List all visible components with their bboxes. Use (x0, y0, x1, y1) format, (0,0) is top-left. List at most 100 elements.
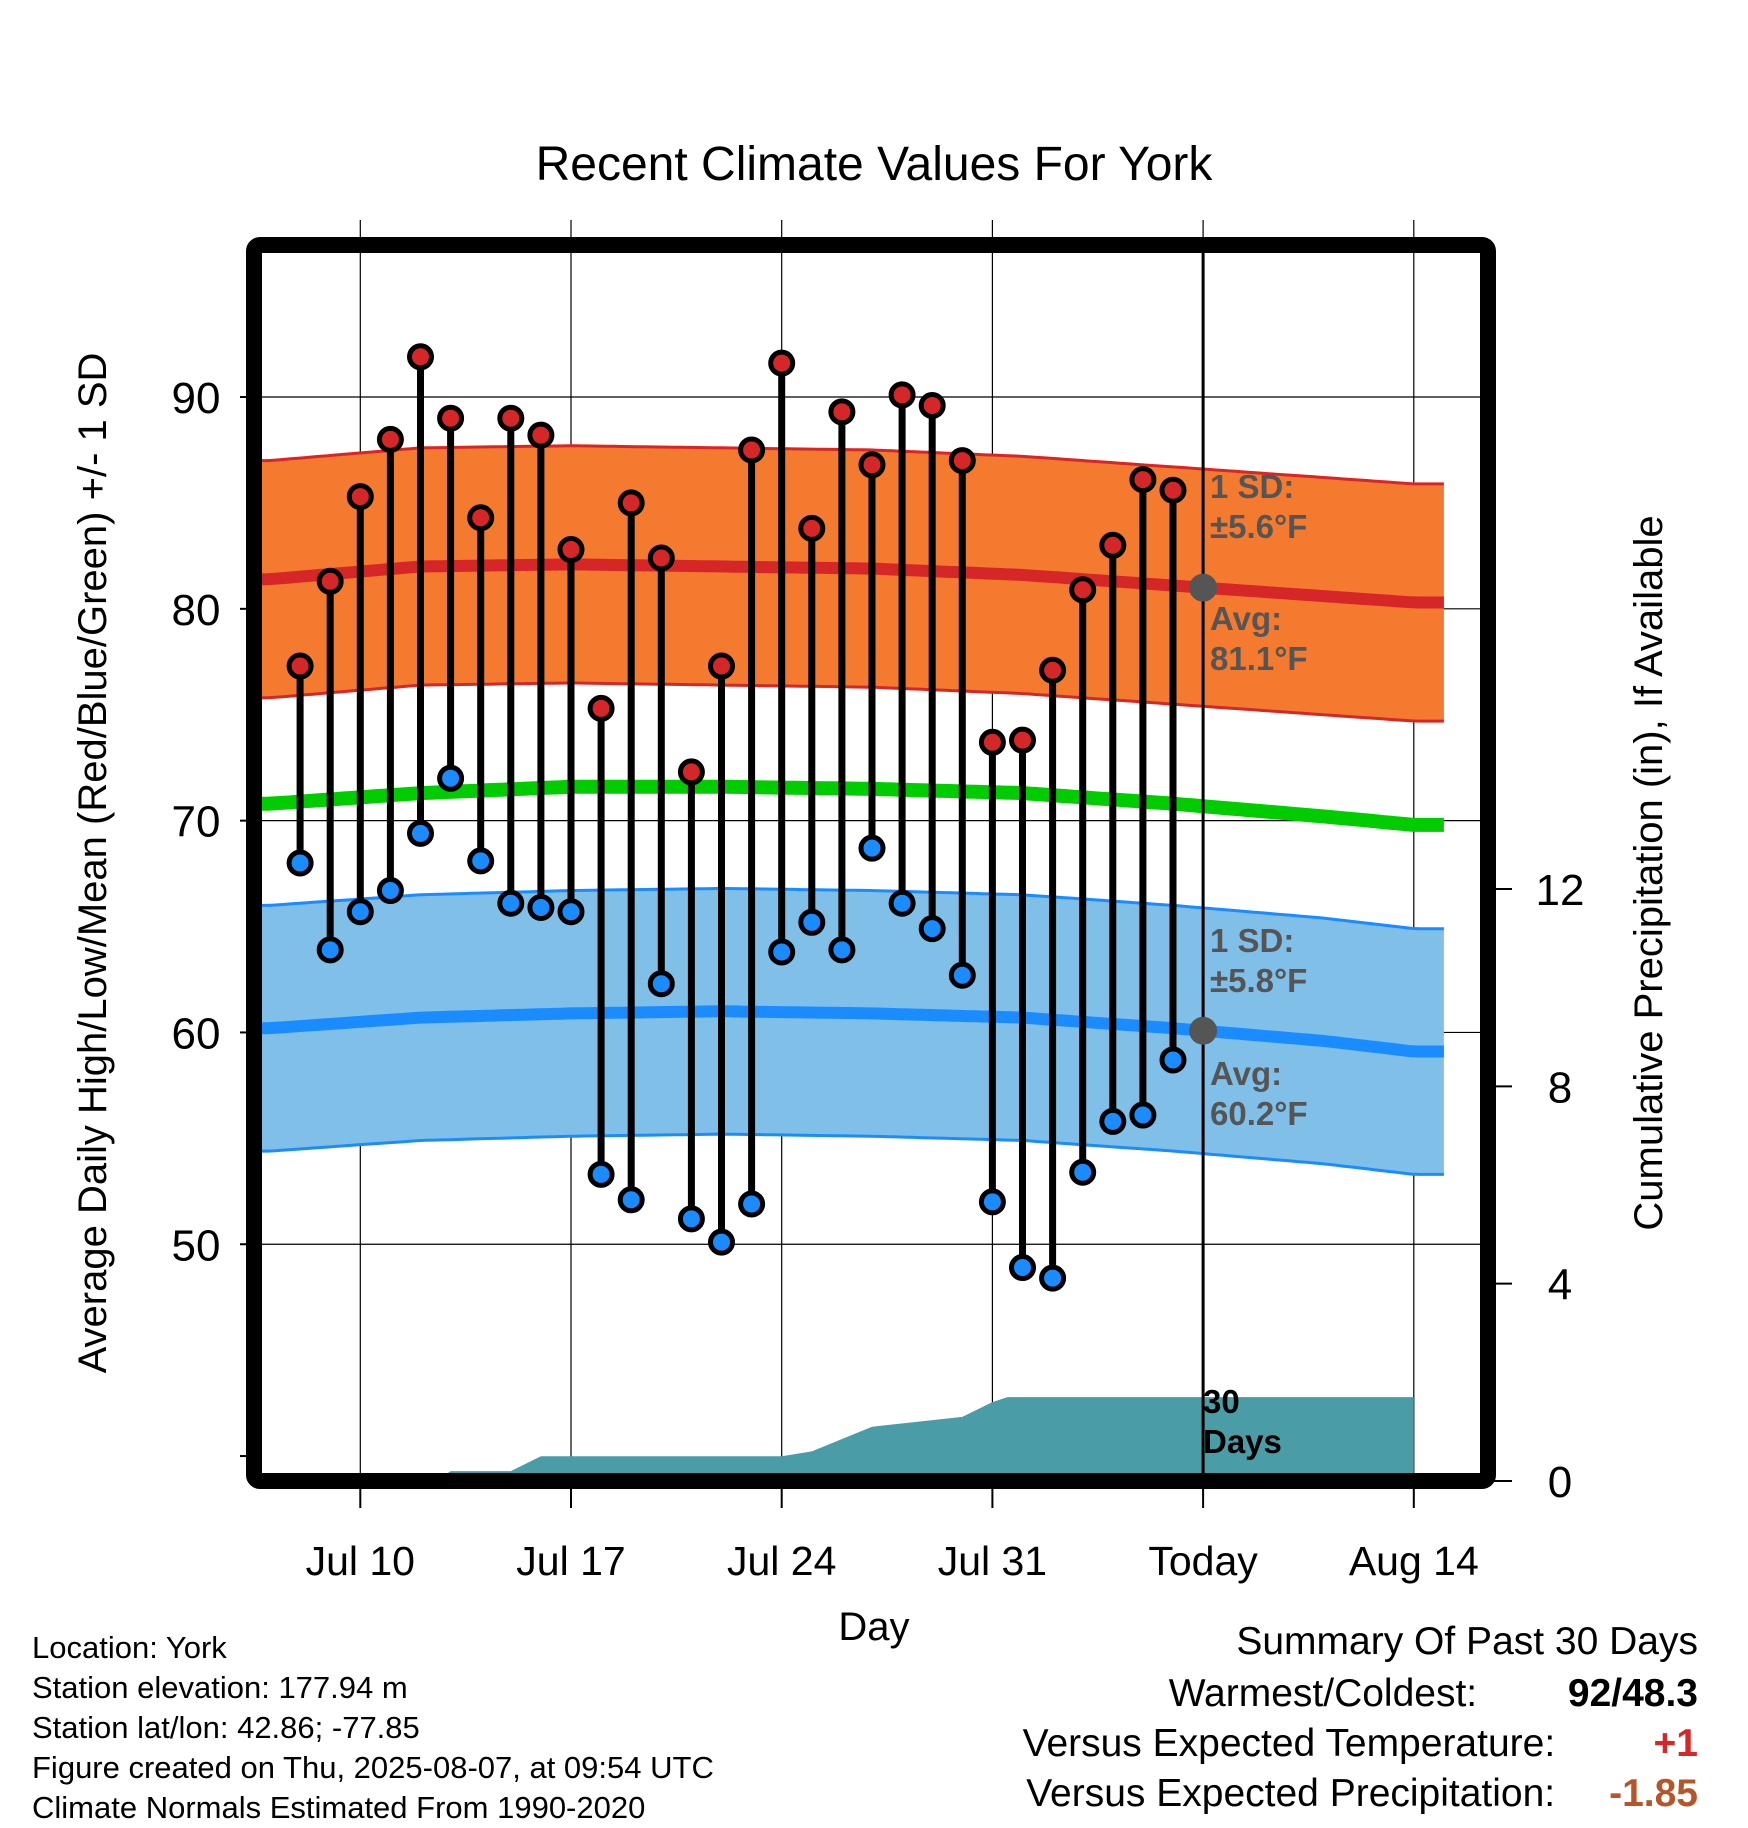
precip-days-annotation-line: Days (1203, 1423, 1282, 1460)
temp-vs-expected-label: Versus Expected Temperature: (1022, 1722, 1556, 1765)
daily-high-marker (1159, 476, 1187, 504)
summary-title: Summary Of Past 30 Days (1236, 1620, 1698, 1663)
daily-low-marker (1159, 1046, 1187, 1074)
daily-high-marker (828, 398, 856, 426)
daily-low-marker (948, 961, 976, 989)
daily-high-marker (858, 451, 886, 479)
station-info: Location: York Station elevation: 177.94… (32, 1628, 714, 1828)
high-sd-annotation-line: ±5.6°F (1210, 508, 1307, 545)
daily-high-marker (768, 349, 796, 377)
low-sd-annotation: 1 SD: ±5.8°F (1210, 922, 1307, 999)
daily-low-marker (587, 1160, 615, 1188)
daily-low-marker (708, 1228, 735, 1256)
warmest-coldest-label: Warmest/Coldest: (1168, 1672, 1478, 1715)
daily-high-marker (647, 544, 675, 572)
daily-high-marker (1129, 466, 1157, 494)
daily-high-marker (376, 425, 404, 453)
high-sd-annotation-line: 1 SD: (1210, 468, 1294, 505)
x-tick-label: Today (1148, 1538, 1258, 1584)
daily-observations (286, 343, 1187, 1292)
daily-high-marker (286, 652, 314, 680)
daily-high-marker (437, 404, 465, 432)
station-location: Location: York (32, 1630, 227, 1665)
y-axis-title: Average Daily High/Low/Mean (Red/Blue/Gr… (71, 353, 115, 1374)
low-sd-lower-line (262, 1132, 1444, 1176)
low-sd-annotation-line: ±5.8°F (1210, 962, 1307, 999)
summary-precip-row: Versus Expected Precipitation: -1.85 (1026, 1772, 1698, 1816)
x-axis-title: Day (838, 1605, 909, 1649)
y-tick-label: 90 (172, 374, 221, 423)
normal-mean-line (262, 779, 1444, 832)
low-avg-annotation-line: 60.2°F (1210, 1095, 1308, 1132)
daily-low-marker (1069, 1158, 1097, 1186)
plot-frame (246, 237, 1496, 1489)
precip-vs-expected-value: -1.85 (1609, 1772, 1698, 1815)
daily-high-marker (587, 694, 615, 722)
high-avg-annotation: Avg: 81.1°F (1210, 600, 1308, 677)
high-sd-band (262, 445, 1444, 722)
y-tick-label: 60 (172, 1009, 221, 1058)
y-right-tick-label: 12 (1536, 866, 1585, 915)
daily-high-marker (346, 483, 374, 511)
station-latlon: Station lat/lon: 42.86; -77.85 (32, 1710, 420, 1745)
daily-low-marker (286, 849, 314, 877)
daily-high-marker (738, 436, 766, 464)
low-sd-upper-line (262, 886, 1444, 931)
climate-normals-note: Climate Normals Estimated From 1990-2020 (32, 1790, 646, 1825)
daily-high-marker (617, 489, 645, 517)
y-axis-left: 50 60 70 80 90 (172, 290, 254, 1458)
daily-low-marker (1009, 1254, 1036, 1282)
daily-high-marker (1099, 531, 1127, 559)
daily-low-marker (527, 893, 555, 921)
daily-high-marker (798, 514, 826, 542)
daily-low-marker (1039, 1264, 1067, 1292)
low-sd-annotation-line: 1 SD: (1210, 922, 1294, 959)
daily-high-marker (1009, 726, 1036, 754)
cumulative-precip-area (447, 1397, 1414, 1473)
daily-low-marker (978, 1188, 1006, 1216)
daily-high-marker (316, 567, 344, 595)
daily-low-marker (738, 1190, 766, 1218)
daily-low-marker (647, 970, 675, 998)
daily-high-marker (497, 404, 525, 432)
daily-low-marker (1099, 1107, 1127, 1135)
daily-low-marker (467, 847, 495, 875)
precip-vs-expected-label: Versus Expected Precipitation: (1026, 1772, 1556, 1815)
daily-high-marker (708, 652, 735, 680)
station-elevation: Station elevation: 177.94 m (32, 1670, 408, 1705)
daily-low-marker (557, 898, 585, 926)
low-avg-annotation: Avg: 60.2°F (1210, 1055, 1308, 1132)
high-avg-annotation-line: Avg: (1210, 600, 1282, 637)
daily-high-marker (467, 504, 495, 532)
low-avg-annotation-line: Avg: (1210, 1055, 1282, 1092)
daily-high-marker (888, 381, 916, 409)
daily-high-marker (1069, 576, 1097, 604)
precip-days-annotation: 30 Days (1203, 1383, 1282, 1460)
daily-low-marker (677, 1205, 705, 1233)
y-tick-label: 80 (172, 586, 221, 635)
figure-created: Figure created on Thu, 2025-08-07, at 09… (32, 1750, 714, 1785)
daily-low-marker (346, 898, 374, 926)
daily-low-marker (497, 889, 525, 917)
y-right-tick-label: 4 (1548, 1261, 1572, 1310)
daily-high-marker (978, 728, 1006, 756)
daily-low-marker (1129, 1101, 1157, 1129)
plot-content (262, 253, 1444, 1473)
daily-high-marker (918, 392, 946, 419)
warmest-coldest-value: 92/48.3 (1567, 1672, 1698, 1715)
daily-low-marker (407, 819, 434, 847)
daily-low-marker (888, 889, 916, 917)
summary-warmest-coldest-row: Warmest/Coldest: 92/48.3 (1169, 1672, 1698, 1716)
x-tick-label: Jul 24 (727, 1538, 836, 1584)
normal-low-line (262, 1005, 1444, 1058)
daily-high-marker (407, 343, 434, 371)
today-normal-low-marker (1189, 1016, 1218, 1045)
daily-low-marker (828, 936, 856, 964)
daily-low-marker (376, 877, 404, 905)
y-axis-title-right: Cumulative Precipitation (in), If Availa… (1627, 515, 1671, 1230)
y-right-tick-label: 8 (1548, 1063, 1572, 1112)
daily-low-marker (768, 938, 796, 966)
x-tick-label: Jul 17 (516, 1538, 625, 1584)
x-tick-label: Aug 14 (1349, 1538, 1479, 1584)
x-axis: Jul 10 Jul 17 Jul 24 Jul 31 Today Aug 14 (306, 1489, 1479, 1584)
